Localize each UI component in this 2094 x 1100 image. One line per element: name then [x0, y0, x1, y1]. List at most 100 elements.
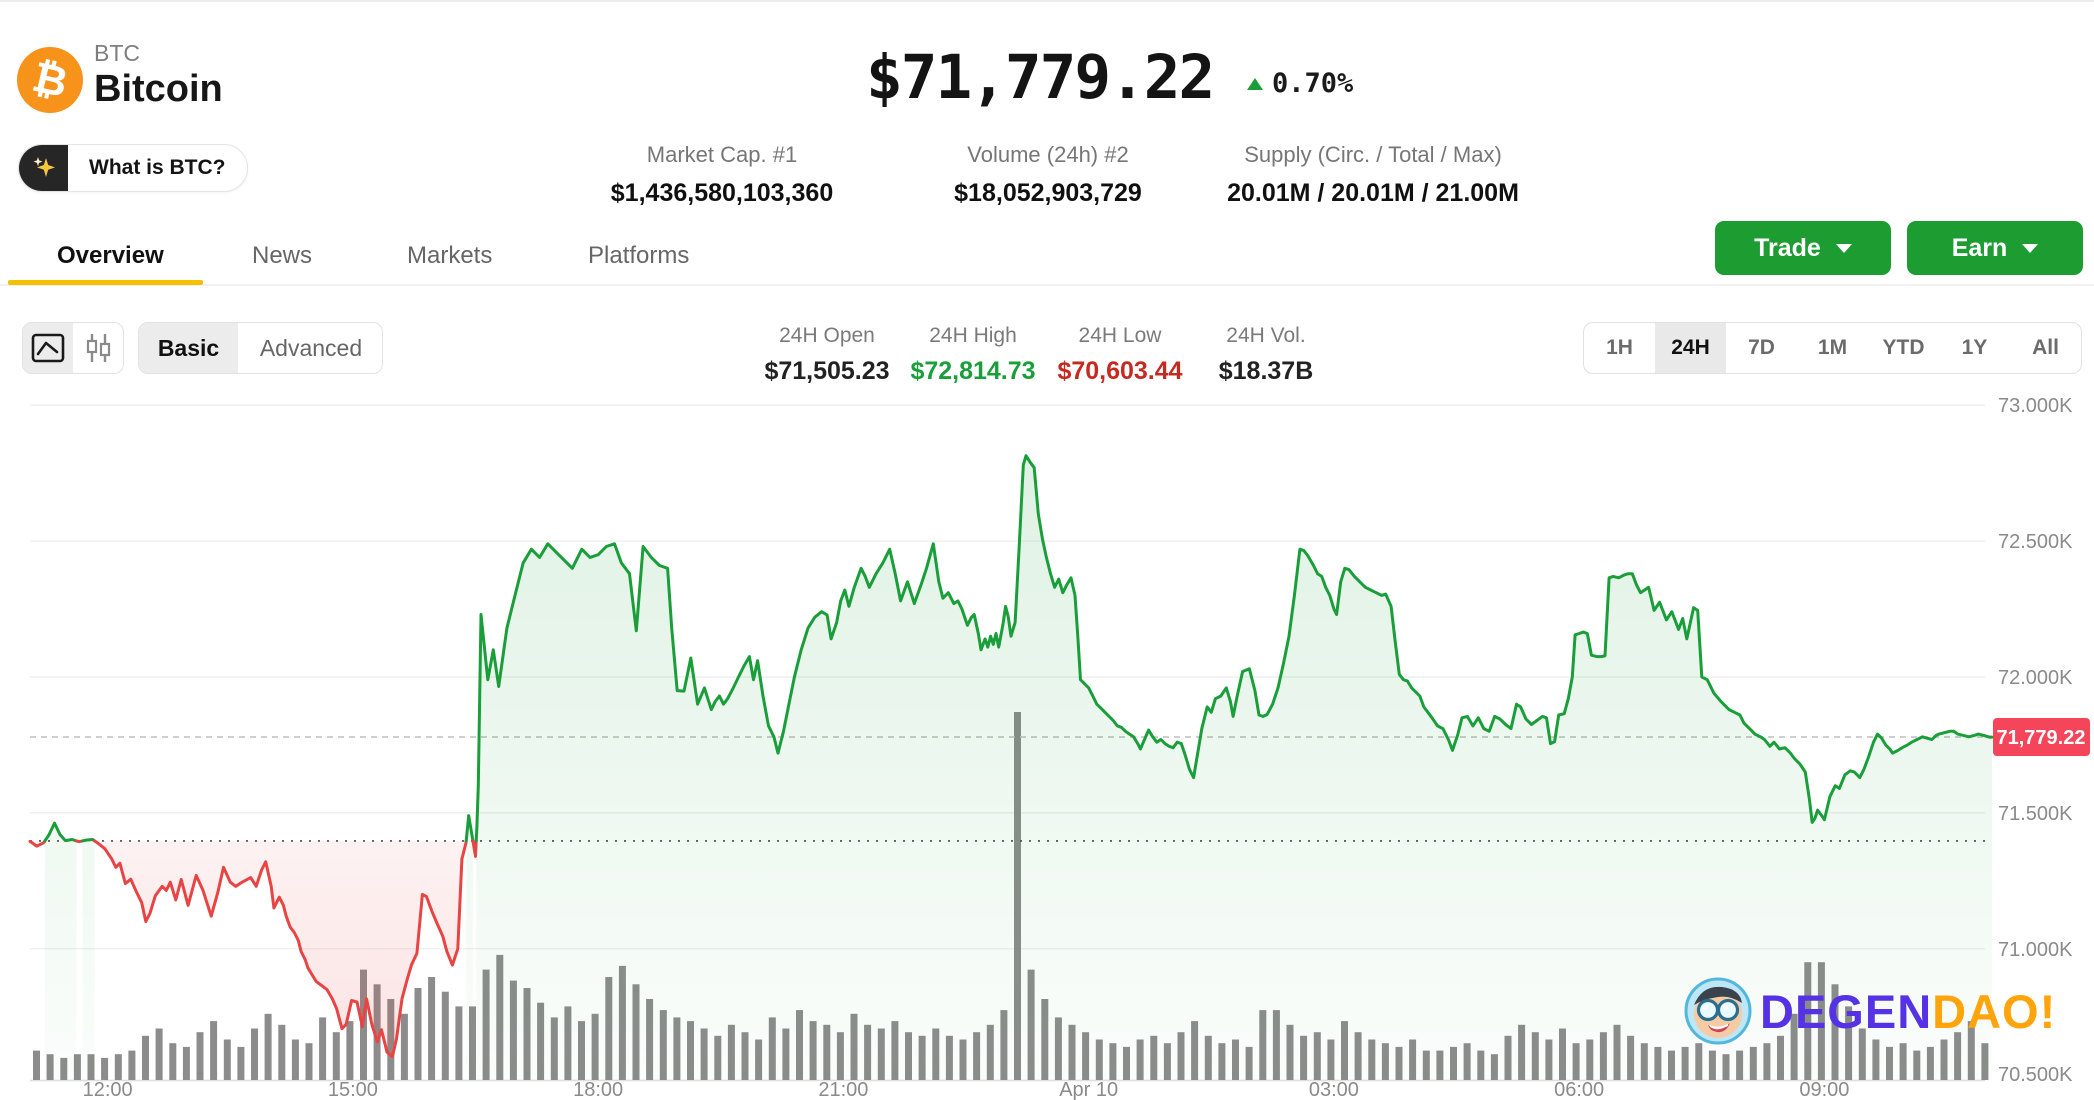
- tab-markets[interactable]: Markets: [407, 242, 493, 269]
- chevron-down-icon: [1835, 243, 1852, 253]
- volume-bar: [305, 1043, 313, 1080]
- stat-label: 24H Vol.: [1226, 324, 1306, 347]
- trade-button-label: Trade: [1754, 233, 1821, 262]
- price-line-segment: [471, 839, 478, 858]
- price-line-segment: [93, 839, 468, 1059]
- basic-advanced-toggle: Basic Advanced: [138, 322, 383, 374]
- current-price-tag-label: 71,779.22: [1997, 727, 2086, 749]
- degendao-logo-text: DEGENDAO!: [1760, 984, 2056, 1039]
- volume-bar: [251, 1028, 258, 1080]
- area-fill: [466, 815, 473, 1080]
- area-fill: [94, 840, 467, 1057]
- tab-overview[interactable]: Overview: [57, 242, 164, 269]
- range-1h-button[interactable]: 1H: [1606, 336, 1633, 359]
- area-fill: [82, 839, 95, 1080]
- volume-bar: [155, 1028, 163, 1080]
- price-line-segment: [474, 454, 1994, 843]
- y-axis-label: 73.000K: [1998, 395, 2073, 417]
- price-line-segment: [81, 838, 97, 843]
- volume-bar: [332, 1032, 340, 1080]
- stat-market-cap: Market Cap. #1 $1,436,580,103,360: [611, 142, 833, 208]
- stat-supply: Supply (Circ. / Total / Max) 20.01M / 20…: [1227, 142, 1519, 208]
- stat-label: 24H Low: [1078, 324, 1162, 347]
- chart-type-toggle: [22, 322, 124, 374]
- stat-label: Market Cap. #1: [646, 142, 798, 167]
- volume-bar: [142, 1035, 149, 1080]
- price-change-percent: 0.70%: [1272, 68, 1354, 99]
- stat-value: $18.37B: [1218, 357, 1314, 385]
- volume-bar: [291, 1039, 299, 1080]
- mode-basic-button[interactable]: Basic: [139, 323, 238, 373]
- volume-bar: [237, 1046, 245, 1080]
- volume-bar: [414, 988, 422, 1080]
- line-chart-type-button[interactable]: [23, 323, 73, 373]
- what-is-btc-label: What is BTC?: [89, 156, 226, 179]
- volume-bar: [400, 1013, 408, 1080]
- candle-chart-type-button[interactable]: [73, 323, 123, 373]
- volume-bar: [441, 991, 449, 1080]
- mode-advanced-button[interactable]: Advanced: [238, 323, 382, 373]
- stat-label: 24H High: [929, 324, 1017, 347]
- stat-value: $71,505.23: [764, 357, 890, 385]
- x-axis-label: 15:00: [328, 1079, 378, 1100]
- volume-bar: [428, 977, 436, 1080]
- current-price-tag: [1993, 717, 2090, 756]
- x-axis-label: 06:00: [1554, 1079, 1604, 1100]
- y-axis-label: 71.500K: [1998, 803, 2073, 825]
- range-24h-button[interactable]: 24H: [1655, 323, 1726, 373]
- x-axis-label: 18:00: [573, 1079, 623, 1100]
- what-is-btc-button[interactable]: What is BTC?: [18, 144, 248, 192]
- stat-value: $1,436,580,103,360: [610, 179, 834, 207]
- tab-bar: Overview News Markets Platforms: [0, 234, 2094, 286]
- volume-bar: [73, 1054, 81, 1080]
- x-axis-label: 09:00: [1799, 1079, 1849, 1100]
- tab-platforms[interactable]: Platforms: [588, 242, 690, 269]
- y-axis-label: 72.000K: [1998, 667, 2073, 689]
- earn-button[interactable]: Earn: [1907, 221, 2083, 275]
- stat-label: Volume (24h) #2: [967, 142, 1129, 167]
- stat-volume: Volume (24h) #2 $18,052,903,729: [954, 142, 1142, 208]
- line-chart-icon: [31, 333, 65, 363]
- range-ytd-button[interactable]: YTD: [1882, 336, 1925, 359]
- degendao-text-primary: DEGEN: [1760, 984, 1933, 1038]
- stat-24h-vol: 24H Vol. $18.37B: [1219, 324, 1314, 386]
- degendao-avatar-icon: [1684, 977, 1752, 1045]
- range-7d-button[interactable]: 7D: [1748, 336, 1775, 359]
- current-price: $71,779.22: [866, 42, 1215, 113]
- range-all-button[interactable]: All: [2032, 336, 2059, 359]
- stat-label: 24H Open: [779, 324, 875, 347]
- stat-24h-low: 24H Low $70,603.44: [1057, 324, 1182, 386]
- y-axis-label: 70.500K: [1998, 1064, 2073, 1086]
- volume-bar: [33, 1050, 40, 1080]
- tab-news[interactable]: News: [252, 242, 313, 269]
- stat-label: Supply (Circ. / Total / Max): [1244, 142, 1502, 167]
- volume-bar: [210, 1021, 218, 1080]
- volume-bar: [223, 1039, 231, 1080]
- y-axis-label: 71.000K: [1998, 939, 2073, 961]
- range-1y-button[interactable]: 1Y: [1961, 336, 1988, 359]
- x-axis-label: Apr 10: [1059, 1079, 1118, 1100]
- bitcoin-logo-icon: ₿: [17, 47, 83, 113]
- mode-basic-label: Basic: [157, 334, 220, 361]
- area-fill: [44, 823, 77, 1080]
- range-1m-button[interactable]: 1M: [1817, 336, 1848, 359]
- trade-button[interactable]: Trade: [1715, 221, 1891, 275]
- price-line-segment: [43, 821, 78, 843]
- degendao-watermark: DEGENDAO!: [1684, 977, 2056, 1045]
- stat-value: 20.01M / 20.01M / 21.00M: [1227, 179, 1519, 207]
- stat-value: $70,603.44: [1057, 357, 1183, 385]
- degendao-text-secondary: DAO!: [1932, 984, 2057, 1038]
- volume-bar: [455, 1006, 463, 1080]
- volume-bar: [278, 1024, 286, 1080]
- chevron-down-icon: [2022, 243, 2039, 253]
- stat-value: $72,814.73: [910, 357, 1036, 385]
- area-fill: [476, 455, 1993, 1080]
- coin-name: Bitcoin: [94, 68, 223, 110]
- stat-value: $18,052,903,729: [954, 179, 1142, 207]
- volume-bar: [101, 1057, 109, 1080]
- volume-bar: [182, 1046, 190, 1080]
- up-arrow-icon: [1247, 77, 1263, 90]
